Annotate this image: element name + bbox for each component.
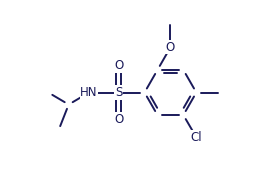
Text: S: S (115, 86, 122, 99)
Text: HN: HN (80, 86, 98, 99)
Text: O: O (166, 41, 175, 54)
Text: Cl: Cl (191, 131, 202, 144)
Text: O: O (114, 113, 123, 126)
Text: O: O (114, 59, 123, 72)
